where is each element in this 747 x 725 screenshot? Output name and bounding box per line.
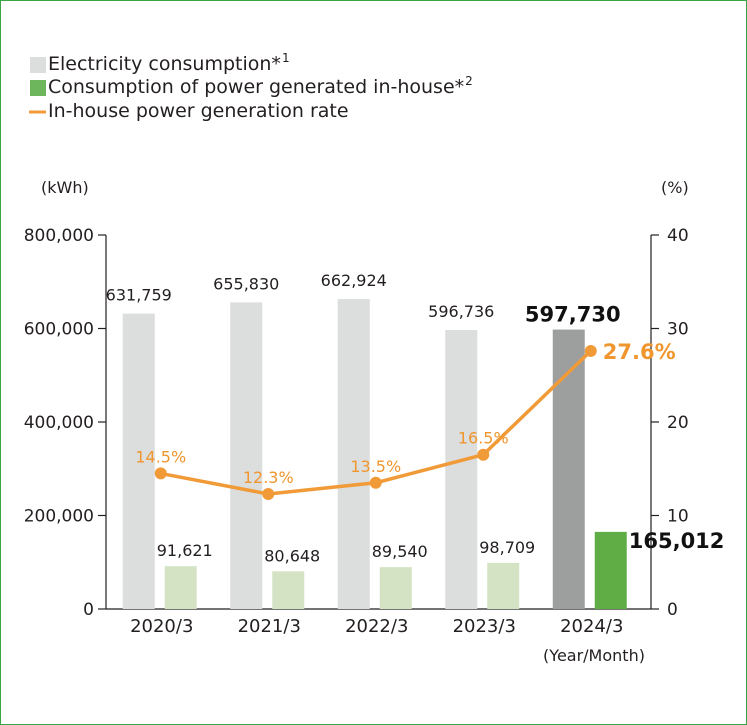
- x-tick-label: 2021/3: [238, 616, 301, 637]
- consumption-data-label: 597,730: [525, 303, 621, 327]
- y-left-tick-label: 200,000: [24, 507, 94, 527]
- consumption-bar: [552, 329, 585, 609]
- axes: (kWh) (%) 0 0 200,000 10 400,000 20 600,000 30 800…: [24, 178, 689, 665]
- consumption-bar: [337, 299, 370, 609]
- consumption-data-label: 631,759: [106, 286, 172, 305]
- legend-swatch: [30, 57, 46, 73]
- legend-swatch: [30, 80, 46, 96]
- rate-data-label: 16.5%: [458, 429, 509, 448]
- y-right-tick-label: 30: [667, 320, 689, 340]
- legend-label-superscript: 2: [465, 74, 473, 88]
- consumption-data-label: 596,736: [428, 302, 494, 321]
- rate-point: [477, 448, 490, 461]
- bars: [122, 299, 627, 609]
- x-tick-label: 2023/3: [453, 616, 516, 637]
- x-tick-label: 2024/3: [560, 616, 623, 637]
- rate-point: [154, 467, 167, 480]
- rate-point: [584, 344, 597, 357]
- consumption-bar: [122, 313, 155, 609]
- inhouse-data-label: 98,709: [479, 538, 535, 557]
- inhouse-data-label: 89,540: [372, 542, 428, 561]
- legend: Electricity consumption* 1 Consumption of …: [29, 51, 473, 122]
- y-left-tick-label: 600,000: [24, 320, 94, 340]
- x-tick-label: 2022/3: [345, 616, 408, 637]
- inhouse-data-label: 91,621: [157, 541, 213, 560]
- inhouse-data-label: 80,648: [264, 546, 320, 565]
- legend-label-superscript: 1: [282, 51, 290, 65]
- x-unit-label: (Year/Month): [543, 646, 645, 665]
- legend-label: In-house power generation rate: [48, 100, 349, 122]
- rate-data-label: 13.5%: [350, 457, 401, 476]
- inhouse-bar: [164, 566, 197, 609]
- legend-label: Consumption of power generated in-house*: [48, 76, 464, 98]
- consumption-bar: [445, 330, 478, 609]
- x-tick-label: 2020/3: [130, 616, 193, 637]
- y-right-tick-label: 10: [667, 507, 689, 527]
- data-labels: 631,759 655,830 662,924 596,736 597,730 91,62…: [106, 271, 725, 565]
- consumption-data-label: 655,830: [213, 274, 279, 293]
- y-right-tick-label: 40: [667, 226, 689, 246]
- consumption-bar: [230, 302, 263, 609]
- rate-point: [369, 476, 382, 489]
- y-left-tick-label: 0: [83, 600, 94, 620]
- rate-data-label: 27.6%: [603, 340, 676, 364]
- y-right-unit-label: (%): [661, 178, 689, 197]
- y-left-unit-label: (kWh): [41, 178, 89, 197]
- y-right-tick-label: 20: [667, 413, 689, 433]
- inhouse-bar: [594, 531, 627, 609]
- y-left-tick-label: 800,000: [24, 226, 94, 246]
- rate-data-label: 14.5%: [135, 447, 186, 466]
- rate-point: [262, 487, 275, 500]
- inhouse-bar: [379, 567, 412, 609]
- inhouse-bar: [272, 571, 305, 609]
- inhouse-data-label: 165,012: [629, 529, 725, 553]
- rate-data-label: 12.3%: [243, 468, 294, 487]
- y-right-tick-label: 0: [667, 600, 678, 620]
- consumption-data-label: 662,924: [321, 271, 387, 290]
- legend-label: Electricity consumption*: [48, 53, 281, 75]
- y-left-tick-label: 400,000: [24, 413, 94, 433]
- inhouse-bar: [487, 562, 520, 609]
- rate-line: [154, 344, 597, 500]
